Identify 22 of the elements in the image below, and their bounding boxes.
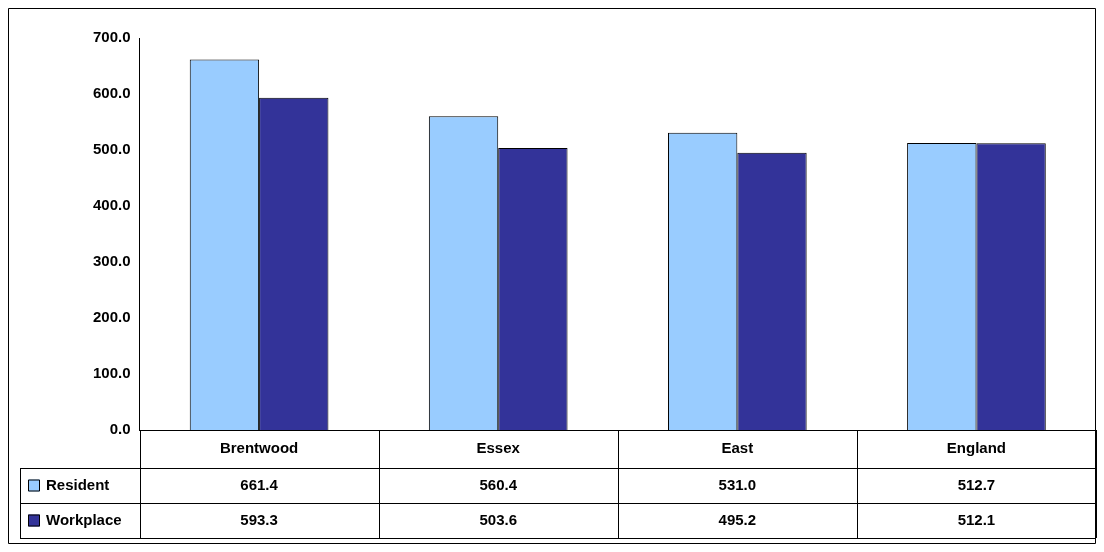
data-label: 512.1 <box>957 510 996 528</box>
x-tick-label: Essex <box>476 439 521 457</box>
y-tick-label: 100.0 <box>92 364 131 382</box>
x-tick-label: Brentwood <box>219 439 299 457</box>
y-tick-label: 400.0 <box>92 196 131 214</box>
y-tick-label: 600.0 <box>92 84 131 102</box>
y-tick-label: 300.0 <box>92 252 131 270</box>
x-tick-label: East <box>721 439 754 457</box>
data-label: 661.4 <box>240 475 279 493</box>
data-label: 503.6 <box>479 510 517 528</box>
x-tick-label: England <box>946 439 1007 457</box>
data-label: 531.0 <box>718 475 757 493</box>
data-label: 593.3 <box>240 510 278 528</box>
data-label: 512.7 <box>957 475 996 493</box>
y-tick-label: 0.0 <box>109 420 131 438</box>
data-label: 495.2 <box>718 510 757 528</box>
legend-label: Resident <box>46 475 110 493</box>
y-tick-label: 200.0 <box>92 308 131 326</box>
data-label: 560.4 <box>479 475 518 493</box>
y-tick-label: 500.0 <box>92 140 131 158</box>
y-tick-label: 700.0 <box>92 28 131 46</box>
legend-label: Workplace <box>46 510 122 528</box>
